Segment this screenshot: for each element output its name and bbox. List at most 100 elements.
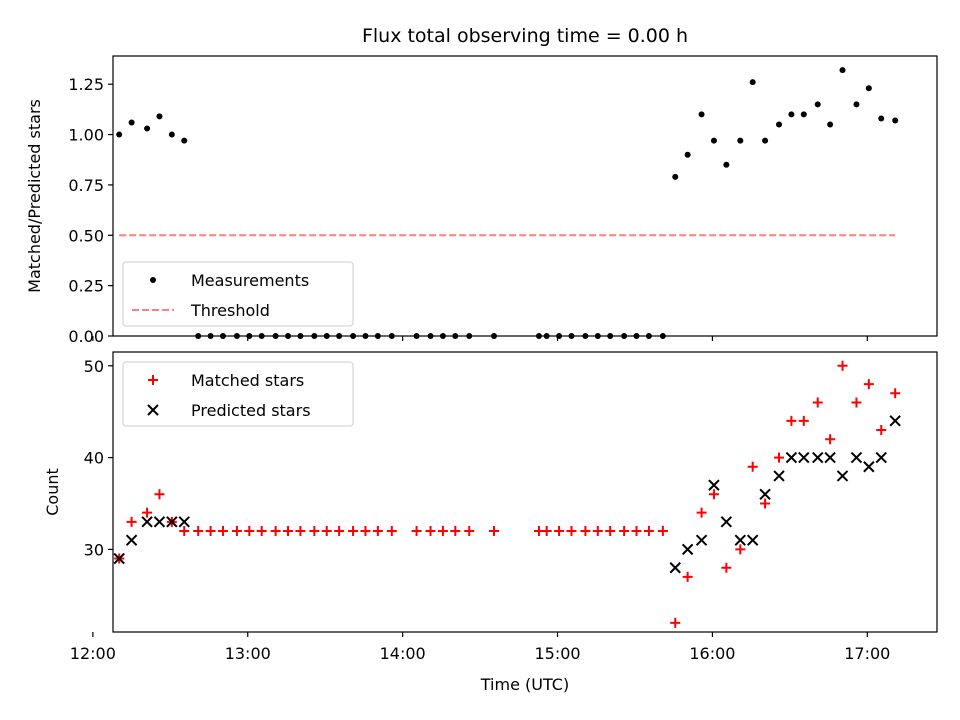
- data-point: [850, 451, 863, 464]
- data-point: [360, 526, 371, 537]
- data-point: [737, 137, 744, 144]
- top-panel: 0.00 0.25 0.50 0.75 1.00 1.25 Measurements Thre…: [68, 55, 938, 346]
- legend-swatch: [147, 404, 159, 416]
- data-point: [619, 526, 630, 537]
- y-tick-label: 30: [84, 540, 104, 559]
- data-point: [746, 534, 759, 546]
- data-point: [851, 397, 862, 408]
- data-point: [168, 131, 175, 138]
- x-tick-label: 16:00: [689, 644, 735, 663]
- data-point: [865, 85, 872, 92]
- x-tick-label: 15:00: [534, 644, 580, 663]
- data-point: [723, 161, 730, 168]
- data-point: [580, 526, 591, 537]
- data-point: [541, 526, 552, 537]
- data-point: [890, 388, 901, 399]
- data-point: [156, 113, 163, 120]
- data-point: [592, 526, 603, 537]
- data-point: [321, 526, 332, 537]
- data-point: [205, 526, 216, 537]
- data-point: [450, 526, 461, 537]
- data-point: [762, 137, 769, 144]
- data-point: [166, 516, 178, 528]
- y-tick-label: 40: [84, 449, 104, 468]
- data-point: [839, 67, 846, 74]
- data-point: [863, 379, 874, 390]
- data-point: [128, 119, 135, 126]
- data-point: [270, 526, 281, 537]
- data-point: [889, 415, 901, 427]
- data-point: [372, 526, 383, 537]
- data-point: [681, 543, 694, 556]
- data-point: [749, 79, 756, 86]
- data-point: [759, 488, 771, 501]
- data-point: [734, 534, 747, 546]
- chart-title: Flux total observing time = 0.00 h: [362, 25, 688, 47]
- legend-swatch: [150, 277, 156, 283]
- data-point: [464, 526, 475, 537]
- data-point: [735, 544, 746, 555]
- data-point: [217, 526, 228, 537]
- data-point: [684, 151, 691, 158]
- x-tick-label: 13:00: [225, 644, 271, 663]
- data-point: [348, 526, 359, 537]
- data-point: [708, 489, 719, 500]
- y-tick-label: 50: [84, 357, 104, 376]
- x-axis-label: Time (UTC): [480, 675, 569, 694]
- data-point: [710, 137, 717, 144]
- data-point: [231, 526, 242, 537]
- y-tick-label: 1.00: [68, 126, 104, 145]
- data-point: [643, 526, 654, 537]
- data-point: [773, 470, 785, 482]
- data-point: [720, 516, 733, 528]
- data-point: [113, 552, 125, 565]
- data-point: [144, 125, 151, 132]
- series-matched-stars: [114, 360, 901, 628]
- data-point: [489, 526, 500, 537]
- data-point: [760, 498, 771, 509]
- data-point: [786, 415, 797, 426]
- y-tick-label: 0.00: [68, 327, 104, 346]
- data-point: [179, 526, 190, 537]
- data-point: [437, 526, 448, 537]
- data-point: [154, 489, 165, 500]
- series-predicted-stars: [113, 415, 901, 574]
- data-point: [142, 507, 153, 518]
- y-tick-label: 0.25: [68, 277, 104, 296]
- data-point: [785, 451, 798, 464]
- data-point: [141, 516, 153, 528]
- data-point: [695, 534, 708, 546]
- data-point: [798, 451, 810, 464]
- y-tick-label: 1.25: [68, 75, 104, 94]
- data-point: [825, 434, 836, 445]
- data-point: [334, 526, 345, 537]
- y-tick-label: 0.75: [68, 176, 104, 195]
- data-point: [554, 526, 565, 537]
- top-y-axis-label: Matched/Predicted stars: [25, 99, 44, 293]
- data-point: [153, 516, 166, 528]
- plot-frame: [112, 351, 938, 633]
- data-point: [566, 526, 577, 537]
- data-point: [126, 516, 137, 527]
- data-point: [747, 461, 758, 472]
- data-point: [863, 461, 875, 473]
- x-tick-label: 14:00: [380, 644, 426, 663]
- data-point: [800, 111, 807, 118]
- data-point: [696, 507, 707, 518]
- data-point: [669, 562, 681, 574]
- data-point: [682, 571, 693, 582]
- data-point: [193, 526, 204, 537]
- data-point: [256, 526, 267, 537]
- data-point: [631, 526, 642, 537]
- data-point: [125, 534, 138, 546]
- data-point: [878, 115, 885, 122]
- legend-label: Threshold: [190, 301, 270, 320]
- legend-label: Measurements: [191, 271, 309, 290]
- y-tick-label: 0.50: [68, 226, 104, 245]
- data-point: [721, 562, 732, 573]
- data-point: [892, 117, 899, 124]
- x-tick-label: 12:00: [70, 644, 116, 663]
- data-point: [672, 173, 679, 180]
- data-point: [425, 526, 436, 537]
